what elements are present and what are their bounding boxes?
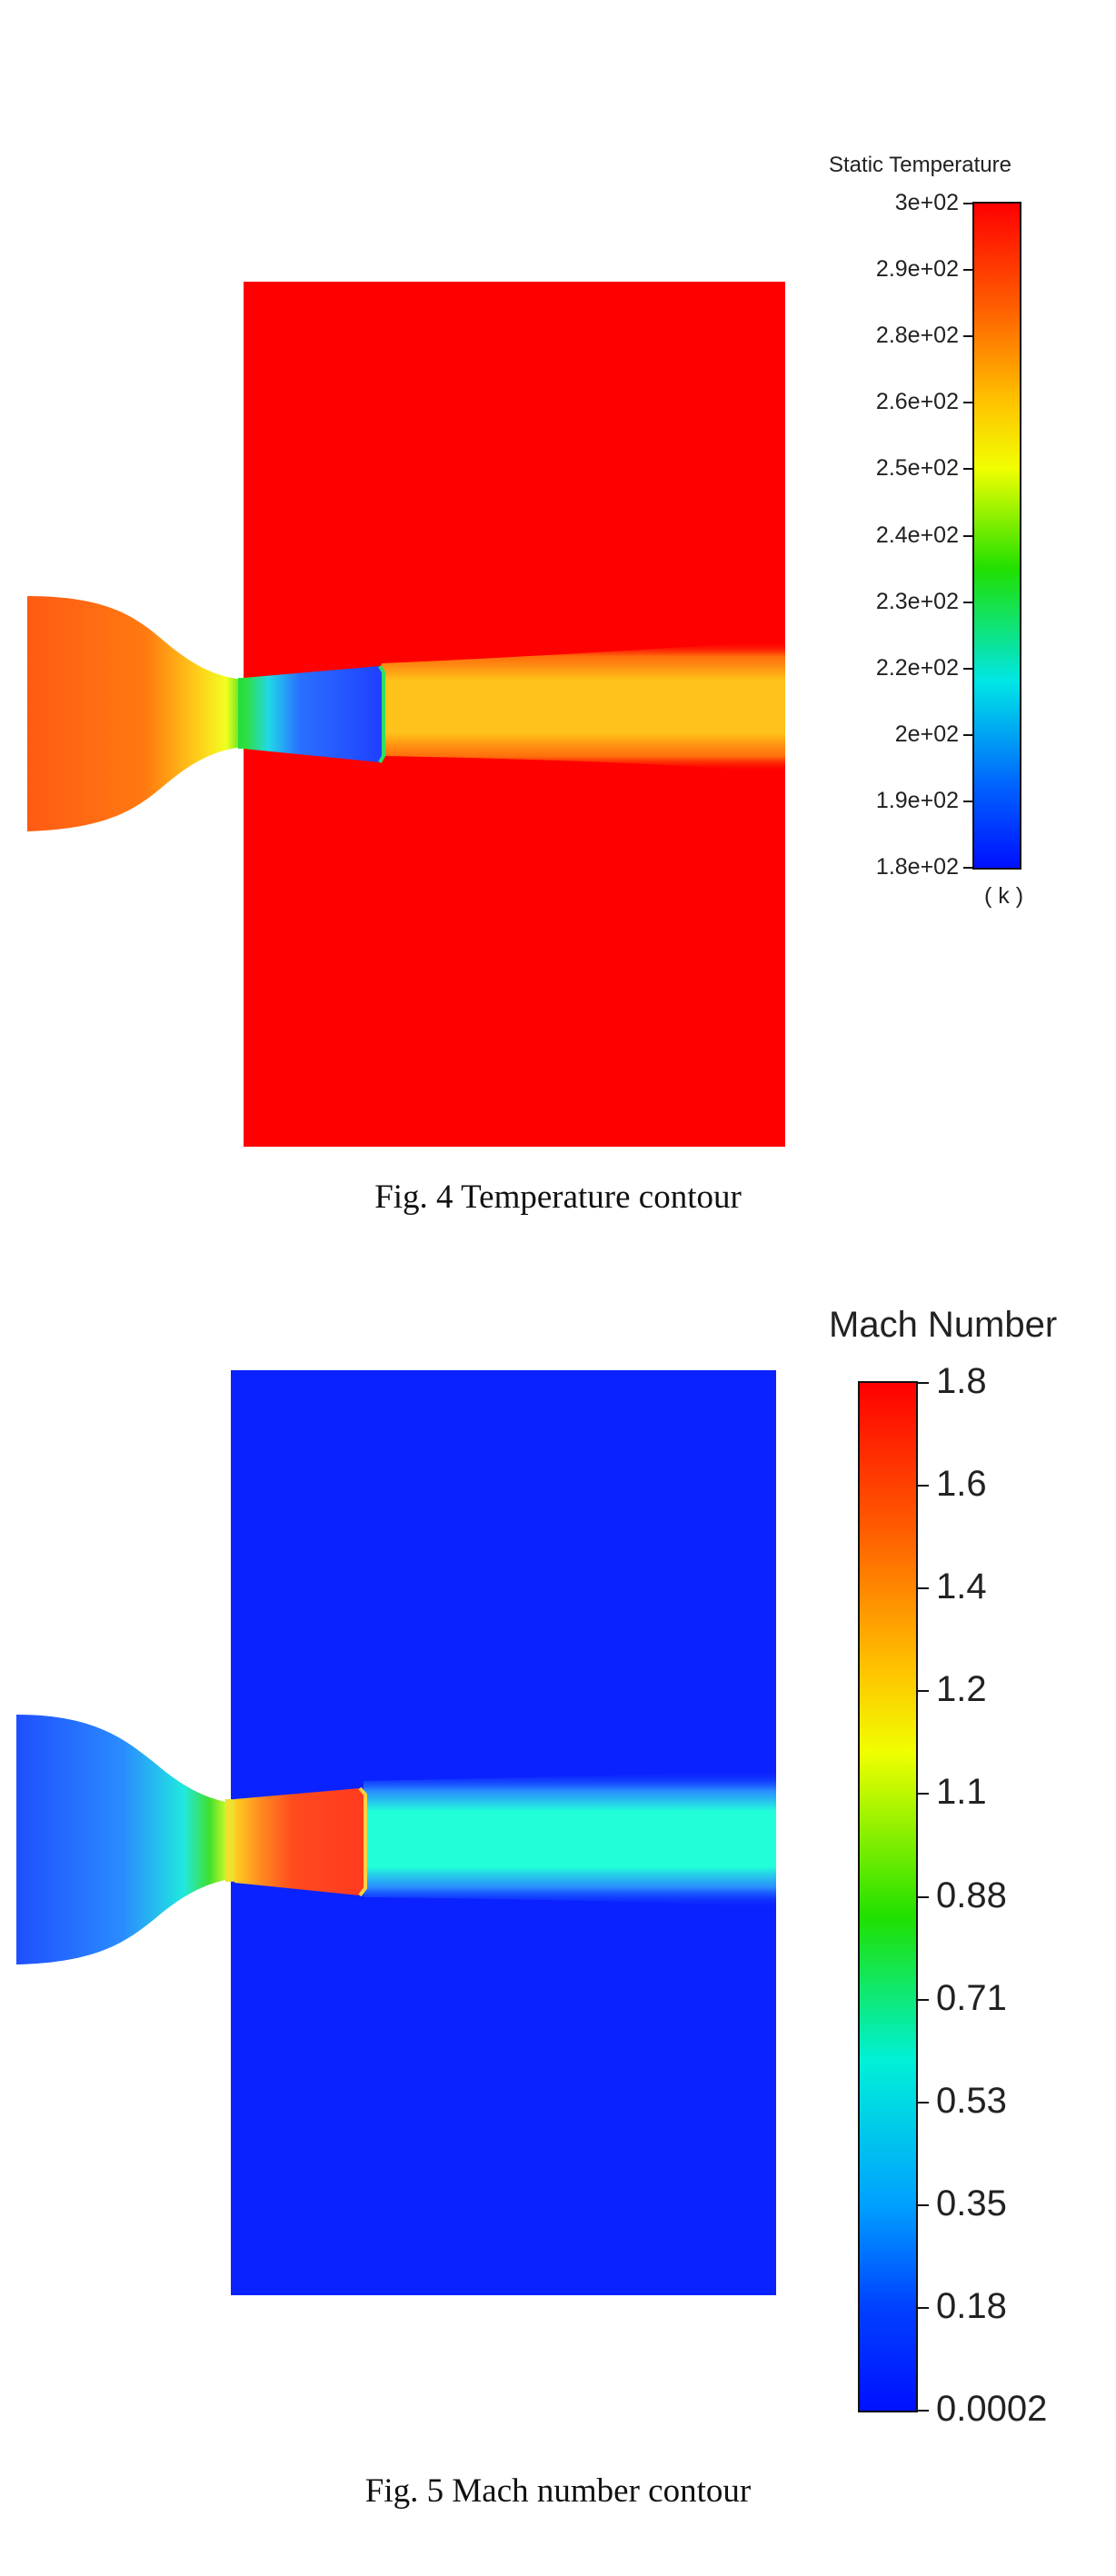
legend-tick-mark [963, 468, 974, 471]
legend-tick-label: 2.2e+02 [875, 654, 959, 681]
legend-title: Static Temperature [829, 153, 1011, 177]
legend-tick-mark [963, 733, 974, 736]
legend-tick-mark [916, 1382, 929, 1384]
legend-tick-label: 2.8e+02 [875, 323, 959, 349]
legend-tick-label: 2.6e+02 [875, 389, 959, 415]
legend-tick-label: 1.2 [936, 1669, 987, 1710]
figure-caption: Fig. 5 Mach number contour [364, 2472, 752, 2510]
legend-tick-mark [916, 1895, 929, 1898]
temperature-color-bar [972, 202, 1021, 870]
legend-title: Mach Number [829, 1305, 1058, 1345]
nozzle-convergent [27, 596, 244, 831]
legend-tick-label: 0.71 [936, 1977, 1007, 2018]
jet-plume [364, 1770, 776, 1908]
legend-tick-label: 0.35 [936, 2183, 1007, 2223]
figure-caption: Fig. 4 Temperature contour [374, 1179, 742, 1216]
legend-unit: ( k ) [984, 883, 1024, 909]
mach-number-contour-plot [16, 1370, 776, 2295]
legend-tick-mark [963, 601, 974, 603]
legend-tick-mark [963, 800, 974, 802]
legend-tick-label: 1.9e+02 [875, 787, 959, 813]
legend-tick-label: 1.8e+02 [875, 854, 959, 880]
legend-tick-mark [963, 269, 974, 272]
legend-tick-label: 1.6 [936, 1464, 987, 1505]
legend-tick-mark [916, 1587, 929, 1590]
nozzle-convergent [16, 1715, 231, 1964]
legend-tick-mark [963, 335, 974, 338]
legend-tick-mark [963, 203, 974, 204]
mach-color-bar [858, 1381, 918, 2412]
legend-tick-label: 0.0002 [936, 2389, 1048, 2429]
legend-tick-mark [916, 1485, 929, 1487]
legend-tick-label: 2e+02 [894, 721, 959, 747]
figure-mach-number-contour: Mach Number 1.8 1.6 1.4 1.2 1.1 0.88 0.71 0.53 0… [0, 1272, 1116, 2576]
legend-tick-label: 0.88 [936, 1875, 1007, 1915]
legend-tick-label: 2.4e+02 [875, 522, 959, 548]
legend-tick-label: 0.18 [936, 2285, 1007, 2326]
legend-tick-mark [916, 2410, 929, 2412]
legend-tick-mark [916, 2306, 929, 2309]
nozzle-exit-edge [378, 665, 385, 763]
legend-tick-label: 1.4 [936, 1566, 987, 1607]
temperature-contour-plot [27, 282, 785, 1147]
legend-tick-mark [963, 534, 974, 537]
legend-tick-mark [916, 1793, 929, 1795]
legend-tick-label: 1.1 [936, 1772, 987, 1813]
jet-plume [382, 641, 785, 772]
legend-tick-mark [963, 402, 974, 404]
legend-tick-mark [963, 867, 974, 869]
legend-tick-label: 2.5e+02 [875, 455, 959, 482]
nozzle-exit-edge [358, 1786, 367, 1897]
legend-tick-label: 3e+02 [894, 190, 959, 215]
legend-tick-label: 2.9e+02 [875, 256, 959, 283]
nozzle-divergent [244, 666, 384, 762]
legend-tick-label: 1.8 [936, 1361, 987, 1401]
legend-tick-mark [916, 1690, 929, 1693]
nozzle-divergent [234, 1788, 365, 1895]
legend-tick-label: 2.3e+02 [875, 588, 959, 614]
legend-tick-mark [916, 2203, 929, 2206]
legend-tick-mark [963, 667, 974, 670]
legend-tick-label: 0.53 [936, 2080, 1007, 2121]
legend-tick-mark [916, 1998, 929, 2001]
figure-temperature-contour: Static Temperature 3e+02 2.9e+02 2.8e+02 2.… [0, 0, 1116, 1272]
legend-tick-mark [916, 2101, 929, 2104]
